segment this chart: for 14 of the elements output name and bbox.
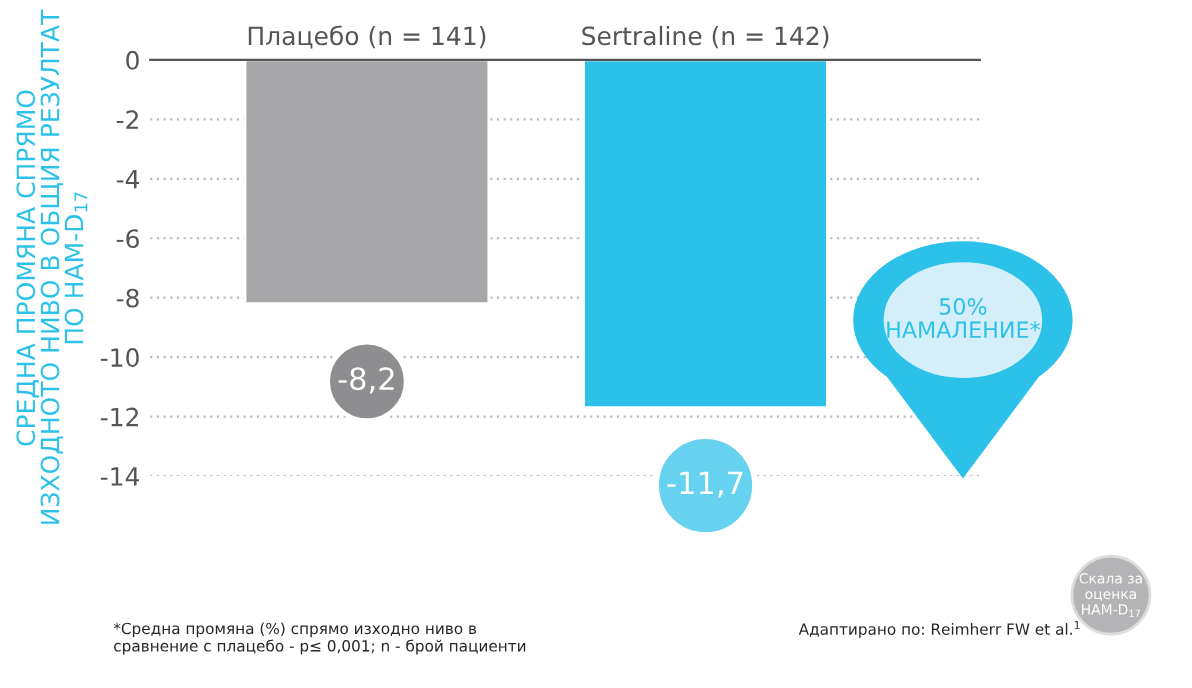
- x-tick-label: Плацебо (n = 141): [248, 25, 486, 49]
- data-label: -11,7: [667, 471, 743, 498]
- y-tick-label: -6: [116, 229, 139, 249]
- x-tick-label: Sertraline (n = 142): [582, 25, 829, 49]
- y-tick-label: -14: [100, 467, 140, 486]
- y-tick-label: -2: [116, 110, 138, 129]
- y-axis-title: СРЕДНА ПРОМЯНА СПРЯМО ИЗХОДНОТО НИВО В ОБЩИЯ РЕЗУЛТАТ ПО HAM-D$_{17}$: [16, 9, 88, 524]
- y-tick-label: 0: [126, 50, 139, 70]
- annotation: 50% НАМАЛЕНИЕ*: [887, 298, 1040, 338]
- y-tick-label: -8: [116, 288, 139, 308]
- y-tick-label: -4: [116, 170, 140, 189]
- y-tick-label: -12: [100, 407, 138, 427]
- data-label: -8,2: [338, 367, 394, 394]
- y-tick-label: -10: [100, 348, 139, 368]
